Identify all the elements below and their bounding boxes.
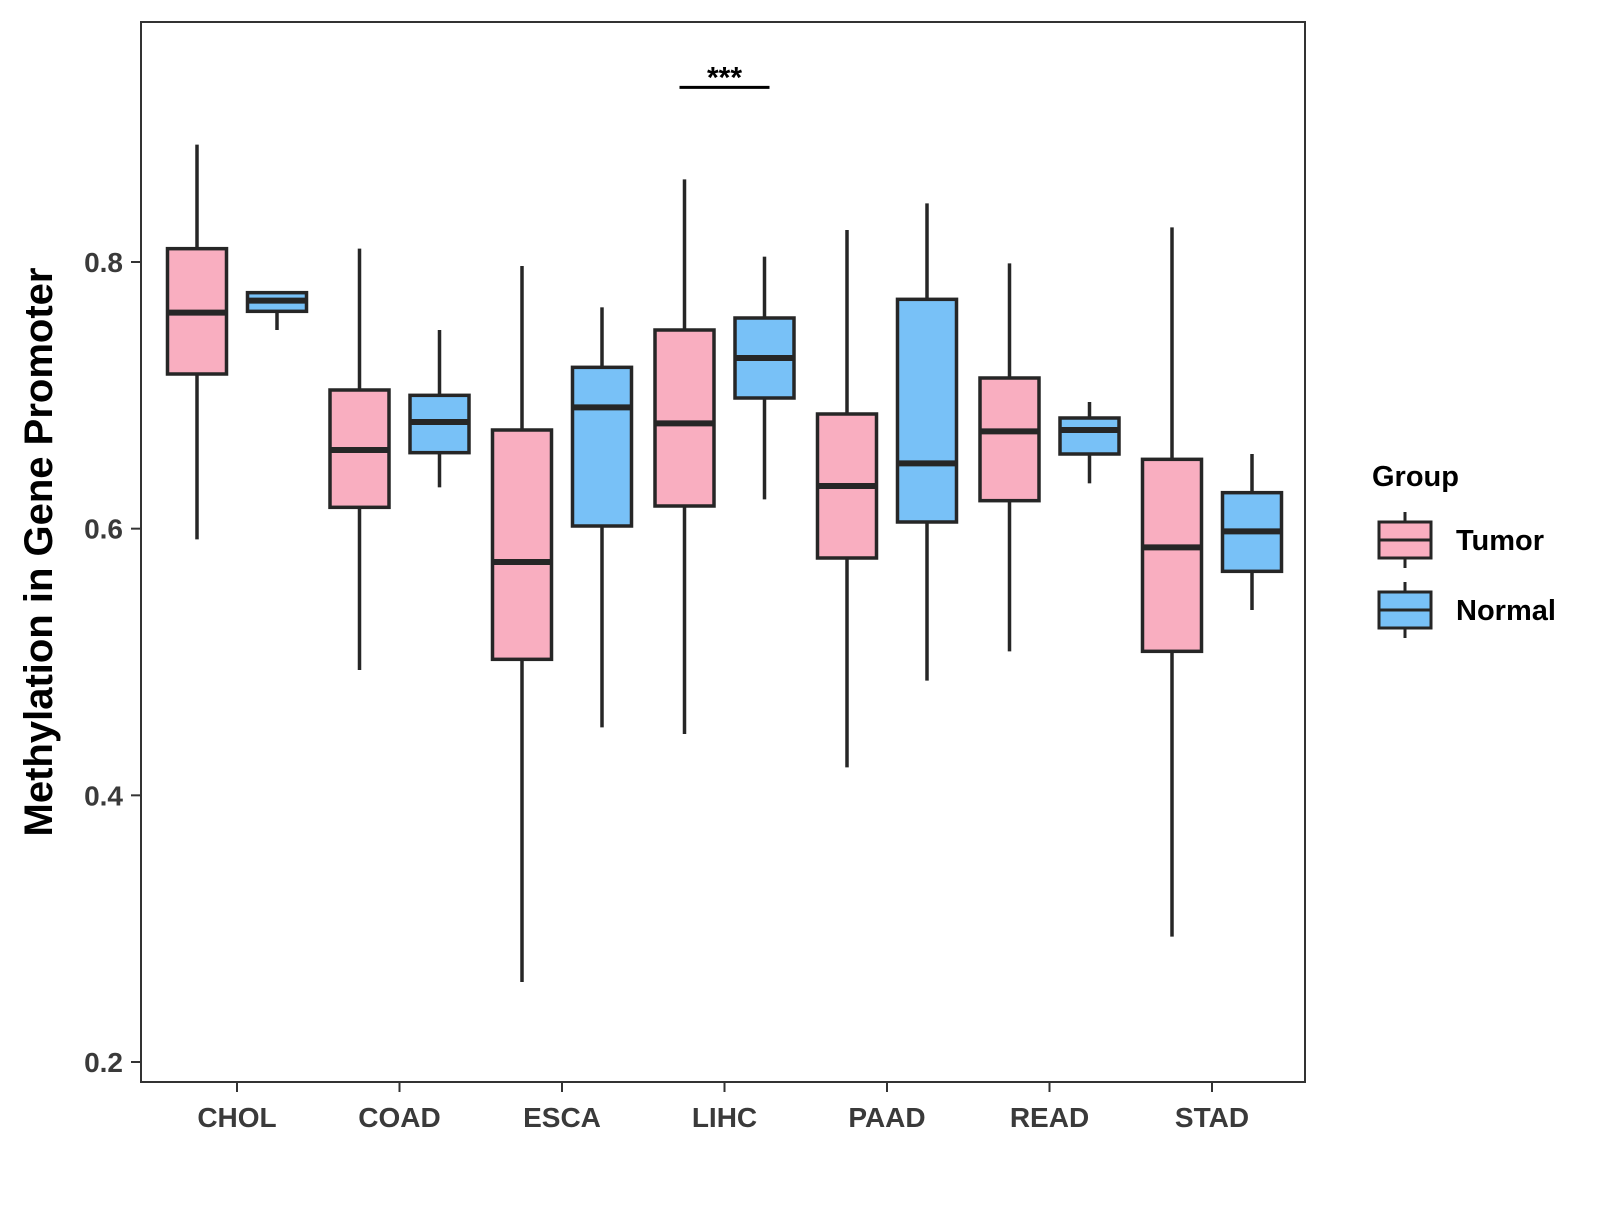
- y-tick-label: 0.6: [84, 514, 123, 545]
- x-tick-label: COAD: [358, 1102, 440, 1133]
- box-tumor-esca: [490, 266, 554, 982]
- x-tick-label: ESCA: [523, 1102, 601, 1133]
- box-body: [1140, 457, 1204, 654]
- box-tumor-chol: [165, 144, 229, 540]
- x-tick-label: PAAD: [848, 1102, 925, 1133]
- box-normal-coad: [408, 330, 471, 488]
- box-body: [1058, 416, 1121, 456]
- legend-title: Group: [1372, 461, 1459, 493]
- legend-label-normal: Normal: [1456, 595, 1556, 627]
- legend-label-tumor: Tumor: [1456, 525, 1544, 557]
- box-normal-paad: [895, 203, 959, 681]
- box-body: [978, 376, 1041, 503]
- box-tumor-stad: [1140, 227, 1204, 937]
- legend-key-tumor: [1377, 512, 1433, 568]
- box-normal-chol: [245, 290, 309, 330]
- box-tumor-lihc: [653, 179, 716, 734]
- x-tick-label: STAD: [1175, 1102, 1249, 1133]
- box-body: [653, 328, 716, 508]
- box-normal-esca: [570, 307, 634, 728]
- box-tumor-paad: [815, 230, 879, 768]
- box-tumor-coad: [328, 248, 391, 670]
- y-tick-label: 0.2: [84, 1047, 123, 1078]
- annotation-layer: ***: [679, 61, 770, 94]
- boxes-layer: [165, 144, 1284, 982]
- axes-layer: 0.2 0.4 0.6 0.8 CHOL COAD ESCA LIHC PAAD READ STAD…: [17, 21, 1306, 1133]
- y-tick-label: 0.8: [84, 247, 123, 278]
- x-tick-label: READ: [1010, 1102, 1089, 1133]
- box-normal-lihc: [733, 256, 796, 500]
- y-axis-title: Methylation in Gene Promoter: [17, 268, 61, 837]
- significance-label: ***: [707, 61, 742, 94]
- box-body: [490, 428, 554, 662]
- box-normal-stad: [1220, 454, 1284, 610]
- box-tumor-read: [978, 263, 1041, 652]
- y-tick-label: 0.4: [84, 780, 123, 811]
- x-tick-label: CHOL: [197, 1102, 276, 1133]
- legend: Group Tumor Normal: [1372, 461, 1556, 638]
- box-body: [570, 365, 634, 528]
- box-normal-read: [1058, 402, 1121, 484]
- plot-panel-border: [140, 21, 1306, 1083]
- box-body: [895, 297, 959, 524]
- x-tick-label: LIHC: [692, 1102, 757, 1133]
- legend-key-normal: [1377, 582, 1433, 638]
